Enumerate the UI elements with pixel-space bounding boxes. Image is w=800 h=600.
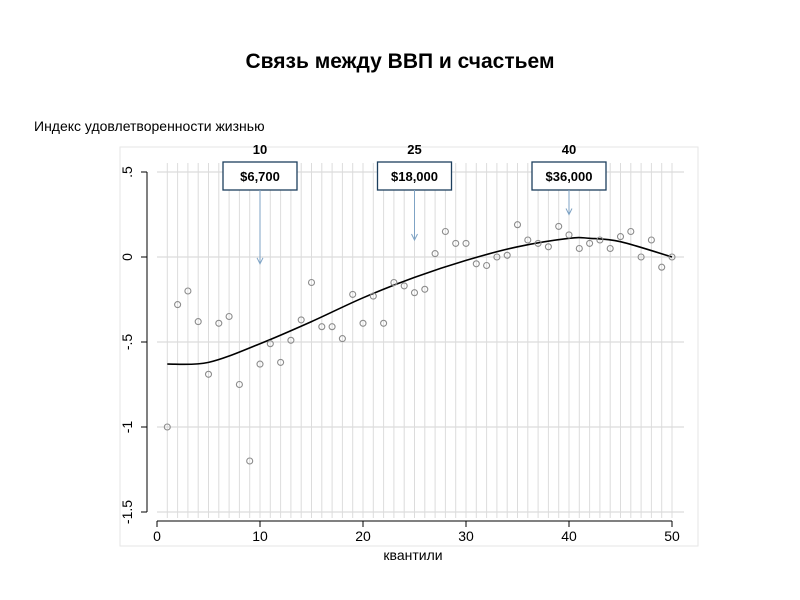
data-point — [513, 221, 522, 229]
data-point — [369, 292, 377, 300]
data-point — [349, 290, 357, 298]
y-axis-label: Индекс удовлетворенности жизнью — [34, 118, 265, 134]
data-point — [194, 318, 202, 326]
data-point — [627, 227, 635, 236]
data-point — [421, 285, 429, 293]
x-tick-label: 0 — [153, 528, 161, 544]
chart-title: Связь между ВВП и счастьем — [245, 50, 555, 73]
data-point — [524, 236, 532, 244]
data-point — [596, 236, 604, 244]
data-point — [647, 236, 655, 244]
grid — [157, 163, 684, 518]
data-point — [287, 336, 295, 344]
data-point — [174, 301, 182, 309]
annotation-value-label: $18,000 — [391, 169, 438, 184]
data-point — [184, 287, 192, 295]
data-point — [266, 340, 274, 348]
data-point — [462, 239, 470, 247]
x-tick-label: 40 — [561, 528, 577, 544]
data-point — [575, 244, 583, 253]
y-tick-label: 0 — [119, 253, 135, 261]
data-point — [328, 323, 336, 331]
data-point — [503, 251, 511, 259]
data-point — [493, 253, 501, 261]
annotations: 10 $6,700 25 $18,000 40 $36,000 — [222, 142, 607, 265]
data-point — [606, 244, 614, 253]
data-point — [658, 263, 666, 271]
data-point — [163, 423, 171, 431]
y-tick-label: -1.5 — [119, 500, 135, 524]
data-point — [359, 319, 367, 327]
annotation-quantile-label: 25 — [407, 142, 421, 157]
annotation-arrow-head — [411, 233, 418, 242]
data-point — [544, 243, 552, 251]
data-point — [256, 360, 264, 368]
data-point — [668, 253, 676, 261]
data-point — [390, 278, 398, 287]
data-point — [565, 231, 573, 239]
y-tick-label: .5 — [119, 166, 135, 178]
annotation-value-label: $36,000 — [546, 169, 593, 184]
data-point — [472, 260, 480, 268]
data-point — [452, 239, 460, 247]
annotation-value-label: $6,700 — [240, 169, 280, 184]
data-point — [277, 358, 285, 366]
x-axis-label: квантили — [383, 547, 443, 563]
data-point — [400, 282, 408, 290]
plot-background — [119, 146, 699, 547]
fit-line — [167, 236, 673, 366]
data-point — [441, 227, 449, 236]
data-point — [297, 316, 305, 324]
data-point — [204, 370, 213, 378]
annotation-arrow-head — [256, 257, 264, 265]
x-tick-label: 30 — [458, 528, 474, 544]
data-point — [380, 319, 388, 327]
annotation: 25 $18,000 — [376, 142, 453, 242]
data-point — [637, 253, 645, 261]
data-point — [318, 323, 326, 331]
y-ticks: .5 0 -.5 -1 -1.5 — [119, 166, 147, 524]
y-tick-label: -1 — [119, 421, 135, 434]
data-point — [410, 289, 419, 297]
data-point — [483, 261, 491, 270]
data-point — [616, 233, 625, 241]
data-point — [338, 335, 346, 343]
annotation-quantile-label: 40 — [562, 142, 576, 157]
data-point — [555, 222, 563, 230]
x-ticks: 0 10 20 30 40 50 — [153, 521, 680, 544]
data-point — [215, 319, 223, 327]
data-point — [534, 239, 542, 247]
annotation-quantile-label: 10 — [253, 142, 267, 157]
y-tick-label: -.5 — [119, 334, 135, 351]
data-point — [431, 250, 439, 258]
x-tick-label: 20 — [355, 528, 371, 544]
x-tick-label: 50 — [664, 528, 680, 544]
data-point — [246, 457, 254, 465]
annotation: 10 $6,700 — [222, 142, 298, 265]
data-point — [307, 278, 316, 287]
annotation-box — [376, 161, 453, 191]
data-point — [235, 380, 243, 389]
data-point — [586, 239, 594, 247]
annotation-arrow-head — [565, 208, 573, 216]
data-points — [163, 221, 676, 465]
data-point — [225, 312, 233, 321]
annotation: 40 $36,000 — [531, 142, 607, 216]
x-tick-label: 10 — [252, 528, 268, 544]
